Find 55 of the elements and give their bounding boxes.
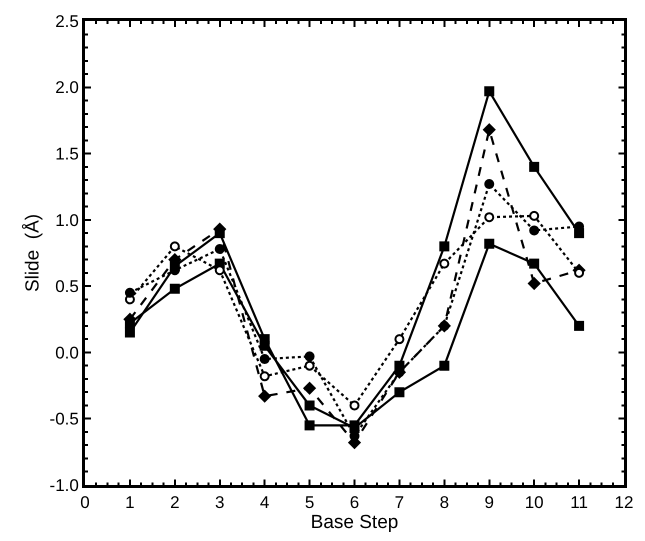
x-tick-label: 2 bbox=[170, 493, 180, 512]
x-tick-label: 5 bbox=[304, 493, 314, 512]
point bbox=[304, 420, 315, 430]
y-tick-label: 0.5 bbox=[55, 277, 79, 296]
point bbox=[484, 238, 494, 249]
point bbox=[484, 179, 494, 190]
point bbox=[529, 210, 540, 221]
x-tick-label: 10 bbox=[524, 493, 544, 512]
point bbox=[529, 258, 540, 269]
point bbox=[439, 258, 450, 269]
x-tick-label: 6 bbox=[350, 493, 360, 512]
y-tick-label: 1.5 bbox=[55, 144, 79, 164]
y-tick-label: 2.5 bbox=[55, 12, 79, 31]
x-tick-label: 12 bbox=[614, 493, 634, 512]
point bbox=[124, 288, 135, 298]
x-tick-label: 3 bbox=[215, 493, 224, 512]
point bbox=[260, 354, 270, 364]
x-tick-label: 9 bbox=[484, 493, 494, 512]
x-tick-label: 7 bbox=[394, 493, 404, 512]
point bbox=[124, 328, 135, 338]
point bbox=[394, 334, 404, 344]
y-axis-title: Slide (Å) bbox=[21, 214, 44, 292]
point bbox=[439, 241, 450, 252]
y-tick-label: 2.0 bbox=[55, 78, 79, 98]
point bbox=[439, 320, 450, 331]
x-tick-label: 8 bbox=[440, 493, 450, 512]
point bbox=[260, 340, 270, 351]
y-tick-label: -0.5 bbox=[50, 410, 79, 429]
y-tick-label: 1.0 bbox=[55, 210, 79, 230]
point bbox=[258, 390, 271, 402]
point bbox=[394, 387, 404, 398]
point bbox=[303, 382, 316, 394]
x-axis-title: Base Step bbox=[310, 512, 398, 534]
x-tick-label: 4 bbox=[260, 493, 270, 512]
point bbox=[260, 371, 270, 382]
point bbox=[484, 212, 494, 222]
x-tick-label: 1 bbox=[125, 493, 135, 512]
y-tick-label: -1.0 bbox=[50, 476, 79, 495]
point bbox=[528, 277, 540, 290]
point bbox=[304, 360, 315, 371]
point bbox=[170, 241, 180, 252]
point bbox=[483, 124, 496, 136]
x-tick-label: 11 bbox=[570, 493, 588, 512]
point bbox=[574, 320, 584, 331]
x-tick-label: 0 bbox=[80, 493, 90, 512]
point bbox=[484, 86, 494, 96]
point bbox=[304, 351, 315, 362]
point bbox=[439, 360, 450, 371]
point bbox=[529, 162, 540, 172]
y-tick-label: 0.0 bbox=[55, 343, 79, 362]
point bbox=[350, 400, 360, 410]
point bbox=[529, 225, 540, 236]
point bbox=[304, 400, 315, 410]
point bbox=[214, 244, 225, 254]
point bbox=[170, 284, 180, 294]
